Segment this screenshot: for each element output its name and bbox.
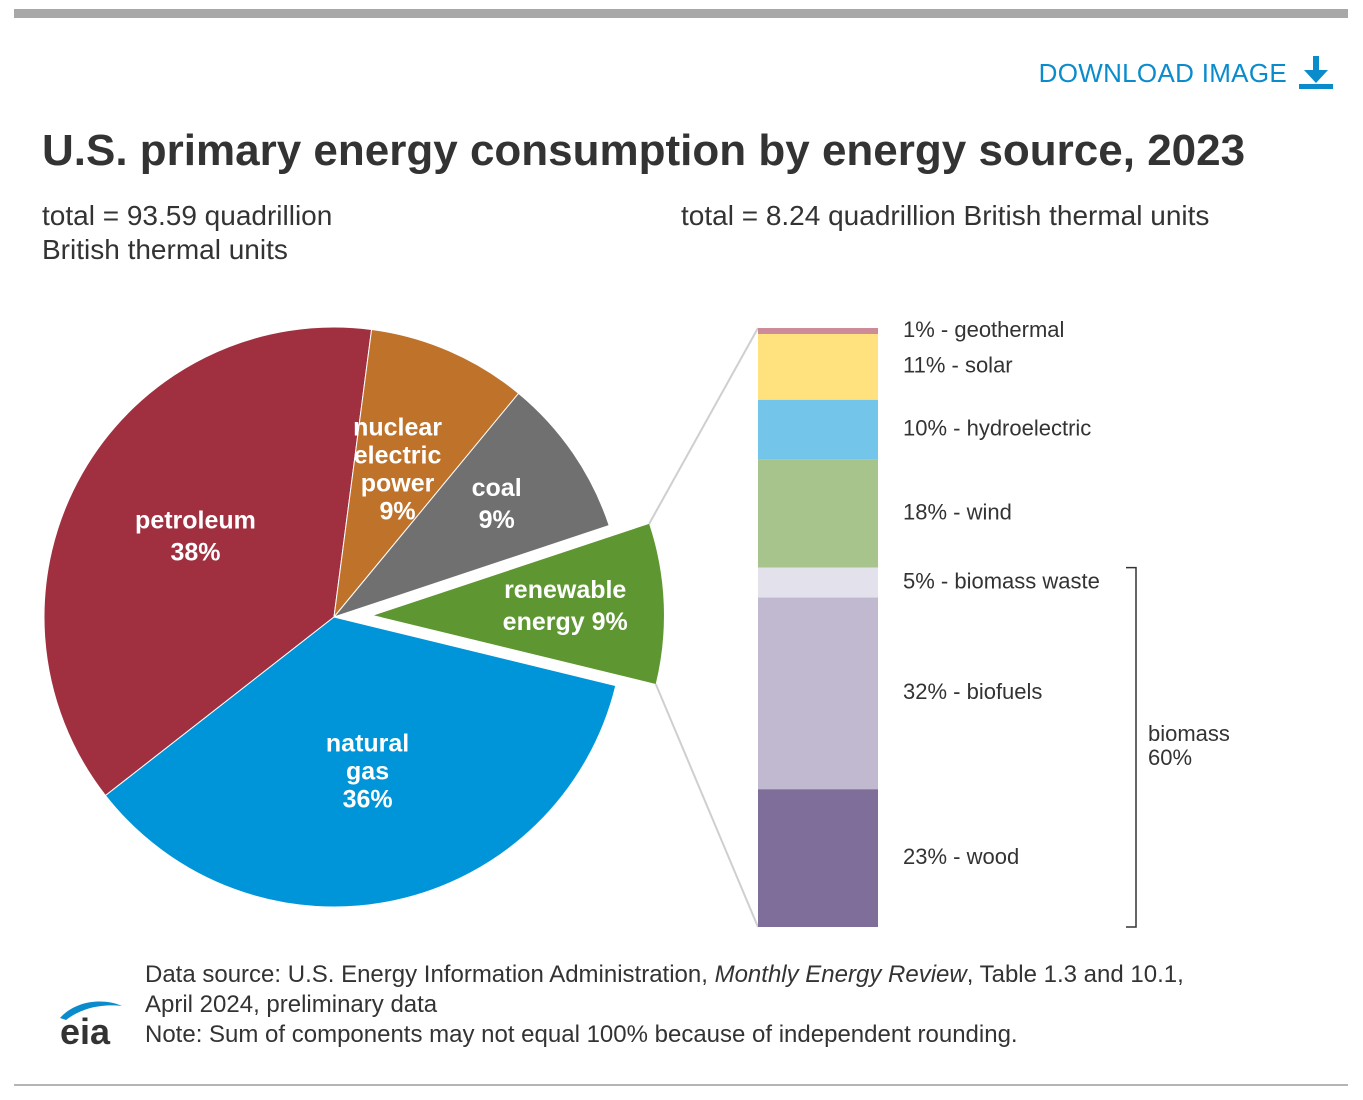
pie-slice-natural-label: 36% bbox=[343, 786, 393, 814]
pie-slice-renewable bbox=[373, 523, 664, 684]
pie-total-label: total = 93.59 quadrillion British therma… bbox=[42, 200, 333, 265]
pie-slice-natural bbox=[104, 616, 617, 908]
pie-slice-renewable-label: renewable bbox=[504, 576, 626, 604]
bar-segment-solar-label: 11% - solar bbox=[903, 353, 1013, 378]
source-title: Monthly Energy Review bbox=[714, 961, 967, 988]
pie-slice-natural-label: natural bbox=[326, 730, 409, 758]
pie-slice-nuclear-label: 9% bbox=[379, 497, 415, 525]
bar-segment-geothermal-label: 1% - geothermal bbox=[903, 317, 1064, 342]
biomass-bracket bbox=[1126, 566, 1137, 928]
pie-slice-nuclear-label: electric bbox=[354, 441, 442, 469]
bar-segment-geothermal bbox=[758, 328, 878, 334]
bar-segment-wind bbox=[758, 459, 878, 568]
bar-segment-wind-label: 18% - wind bbox=[903, 500, 1012, 525]
source-line-2: April 2024, preliminary data bbox=[145, 991, 438, 1018]
bar-segment-hydroelectric bbox=[758, 399, 878, 460]
note-line: Note: Sum of components may not equal 10… bbox=[145, 1021, 1018, 1048]
bottom-divider bbox=[14, 1084, 1348, 1086]
download-label: DOWNLOAD IMAGE bbox=[1038, 57, 1287, 88]
pie-slice-coal-label: coal bbox=[472, 474, 522, 502]
eia-logo-icon: eia bbox=[60, 1001, 122, 1048]
pie-slice-natural-label: gas bbox=[346, 758, 389, 786]
bar-segment-biomass-waste bbox=[758, 567, 878, 598]
biomass-group-label: 60% bbox=[1148, 745, 1192, 770]
source-line: Data source: U.S. Energy Information Adm… bbox=[145, 961, 1184, 988]
bar-segment-wood-label: 23% - wood bbox=[903, 844, 1019, 869]
pie-slice-coal-label: 9% bbox=[479, 506, 515, 534]
connector-line-bottom bbox=[654, 683, 759, 928]
bar-segment-hydroelectric-label: 10% - hydroelectric bbox=[903, 416, 1091, 441]
pie-slice-renewable-label: energy 9% bbox=[503, 608, 628, 636]
footer-notes: Data source: U.S. Energy Information Adm… bbox=[145, 960, 1184, 1050]
top-divider bbox=[14, 9, 1348, 18]
bar-segment-biofuels bbox=[758, 597, 878, 790]
pie-slice-coal bbox=[332, 392, 610, 619]
pie-slice-petroleum-label: petroleum bbox=[135, 507, 256, 535]
download-arrow-icon bbox=[1299, 56, 1333, 89]
svg-text:eia: eia bbox=[60, 1011, 111, 1048]
bar-segment-wood bbox=[758, 789, 878, 927]
pie-slice-petroleum-label: 38% bbox=[170, 539, 220, 567]
bar-segment-solar bbox=[758, 333, 878, 400]
bar-segment-biofuels-label: 32% - biofuels bbox=[903, 679, 1042, 704]
renewable-total-label: total = 8.24 quadrillion British thermal… bbox=[681, 200, 1210, 231]
pie-slice-nuclear-label: nuclear bbox=[353, 413, 442, 441]
bar-segment-biomass-waste-label: 5% - biomass waste bbox=[903, 568, 1100, 593]
biomass-group-label: biomass bbox=[1148, 721, 1230, 746]
connector-line-top bbox=[648, 327, 759, 525]
chart-title: U.S. primary energy consumption by energ… bbox=[42, 126, 1246, 175]
pie-slice-nuclear bbox=[333, 328, 520, 619]
download-image-button[interactable]: DOWNLOAD IMAGE bbox=[1039, 56, 1335, 90]
pie-slice-petroleum bbox=[43, 326, 373, 797]
pie-slice-nuclear-label: power bbox=[361, 469, 435, 497]
